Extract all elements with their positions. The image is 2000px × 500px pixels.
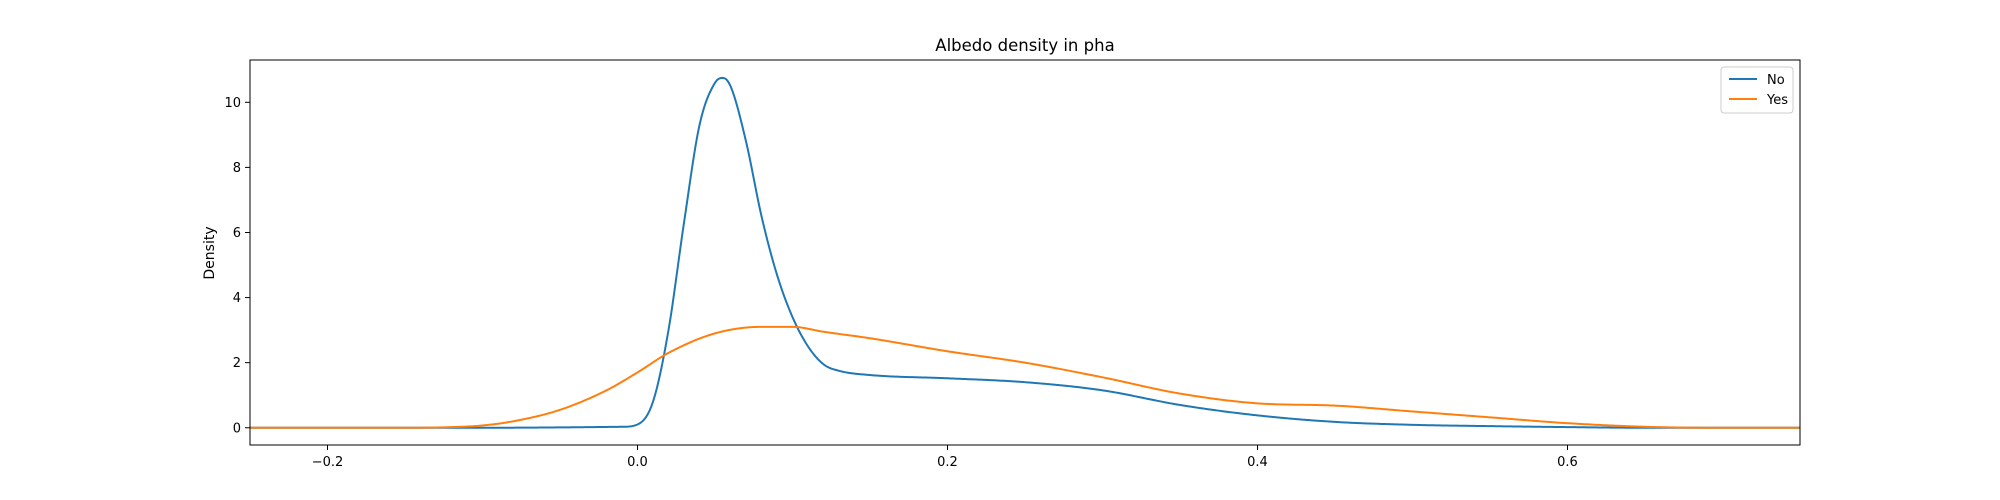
x-tick-label: 0.4 bbox=[1247, 455, 1268, 470]
y-axis-ticks: 0 2 4 6 8 10 bbox=[224, 96, 250, 436]
legend-label-no: No bbox=[1767, 73, 1785, 88]
series-line-yes bbox=[250, 325, 1800, 429]
y-tick-label: 6 bbox=[233, 226, 241, 241]
plot-frame bbox=[249, 59, 1801, 446]
plot-area bbox=[250, 60, 1800, 445]
legend-label-yes: Yes bbox=[1766, 93, 1788, 108]
y-tick-label: 0 bbox=[233, 421, 241, 436]
series-line-no bbox=[250, 76, 1800, 429]
y-tick-label: 4 bbox=[233, 291, 241, 306]
x-tick-label: −0.2 bbox=[312, 455, 344, 470]
y-axis-label: Density bbox=[202, 226, 218, 279]
chart-title: Albedo density in pha bbox=[935, 36, 1114, 55]
y-tick-label: 2 bbox=[233, 356, 241, 371]
x-tick-label: 0.6 bbox=[1557, 455, 1578, 470]
y-tick-label: 8 bbox=[233, 161, 241, 176]
x-tick-label: 0.0 bbox=[627, 455, 648, 470]
series-lines bbox=[250, 76, 1800, 429]
x-axis-ticks: −0.2 0.0 0.2 0.4 0.6 bbox=[312, 445, 1578, 470]
legend: No Yes bbox=[1720, 66, 1794, 114]
y-tick-label: 10 bbox=[224, 96, 241, 111]
x-tick-label: 0.2 bbox=[937, 455, 958, 470]
